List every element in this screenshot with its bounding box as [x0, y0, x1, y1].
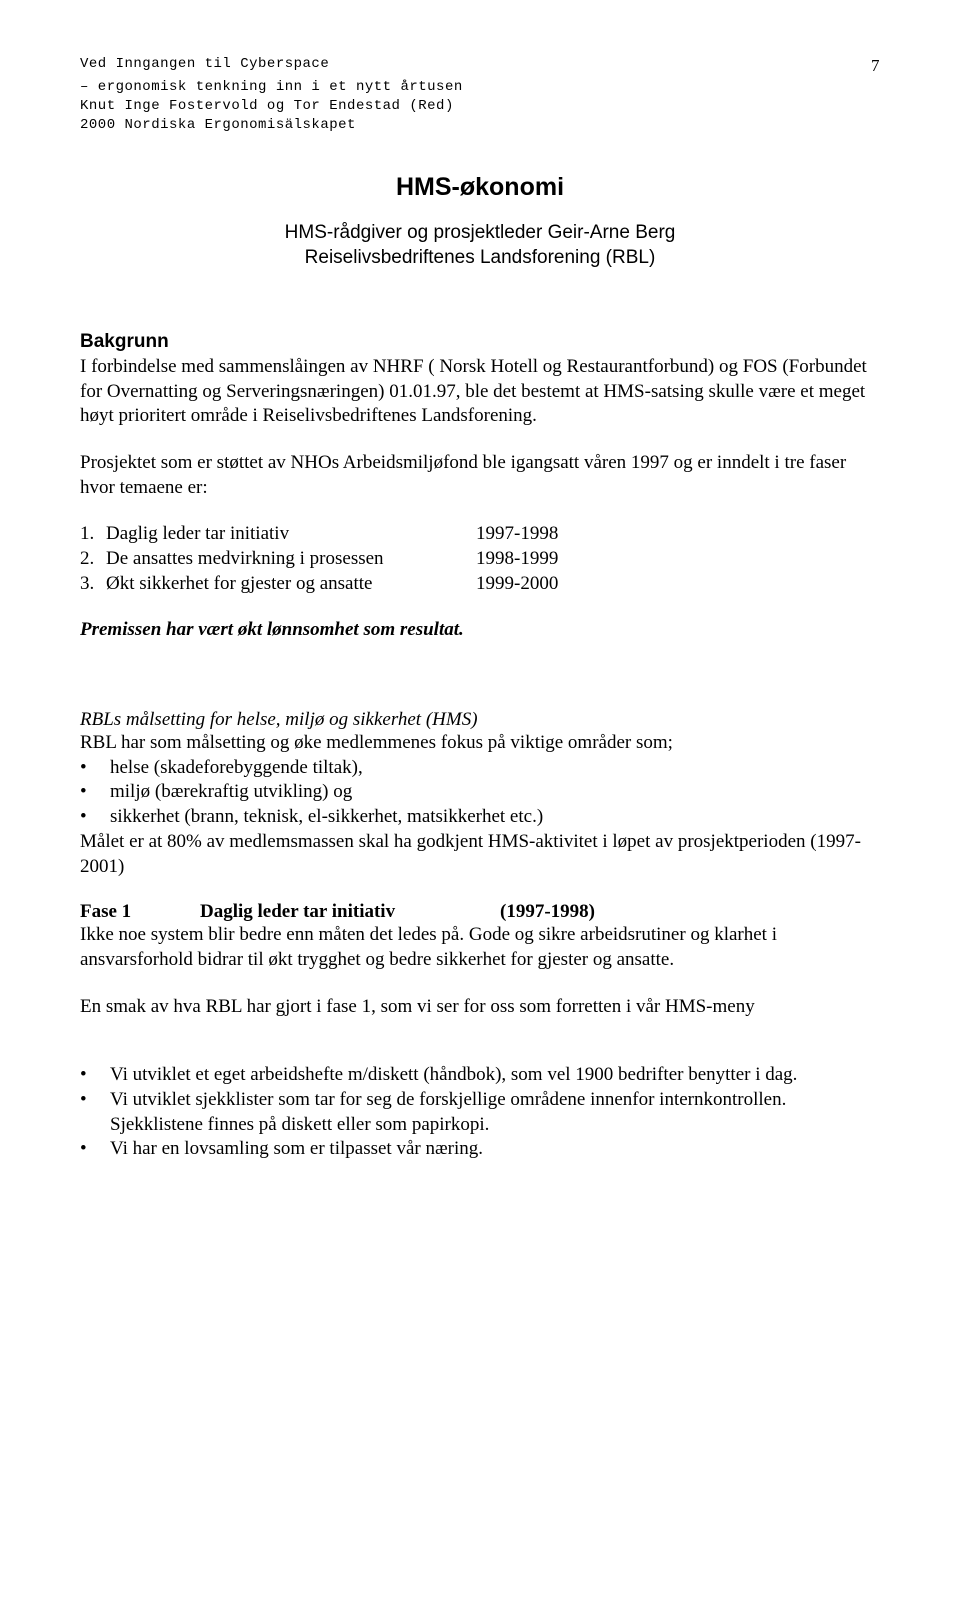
phase1-paragraph-2: En smak av hva RBL har gjort i fase 1, s…: [80, 995, 880, 1020]
phase-label: Økt sikkerhet for gjester og ansatte: [106, 572, 476, 597]
header-line-2: – ergonomisk tenkning inn i et nytt årtu…: [80, 78, 880, 97]
background-paragraph-2: Prosjektet som er støttet av NHOs Arbeid…: [80, 451, 880, 500]
running-header: Ved Inngangen til Cyberspace 7 – ergonom…: [80, 55, 880, 135]
list-item-text: Sjekklistene finnes på diskett eller som…: [110, 1113, 489, 1138]
page-number: 7: [871, 55, 880, 78]
header-line-1: Ved Inngangen til Cyberspace: [80, 55, 329, 78]
bullet-icon: [80, 1113, 110, 1138]
subtitle-line-2: Reiselivsbedriftenes Landsforening (RBL): [305, 247, 656, 268]
rbl-goal-heading: RBLs målsetting for helse, miljø og sikk…: [80, 709, 880, 731]
phase-list: 1. Daglig leder tar initiativ 1997-1998 …: [80, 522, 880, 596]
phase-label: De ansattes medvirkning i prosessen: [106, 547, 476, 572]
subtitle-line-1: HMS-rådgiver og prosjektleder Geir-Arne …: [285, 222, 676, 243]
list-item-text: sikkerhet (brann, teknisk, el-sikkerhet,…: [110, 805, 543, 830]
list-item: •helse (skadeforebyggende tiltak),: [80, 756, 880, 781]
section-heading-background: Bakgrunn: [80, 331, 880, 353]
document-page: Ved Inngangen til Cyberspace 7 – ergonom…: [0, 0, 960, 1217]
phase1-col3: (1997-1998): [500, 901, 595, 923]
phase1-paragraph-1: Ikke noe system blir bedre enn måten det…: [80, 923, 880, 972]
phase-row: 3. Økt sikkerhet for gjester og ansatte …: [80, 572, 880, 597]
list-item-text: Vi utviklet et eget arbeidshefte m/diske…: [110, 1063, 797, 1088]
phase-row: 2. De ansattes medvirkning i prosessen 1…: [80, 547, 880, 572]
phase1-col2: Daglig leder tar initiativ: [200, 901, 500, 923]
phase1-heading-row: Fase 1 Daglig leder tar initiativ (1997-…: [80, 901, 880, 923]
phase1-col1: Fase 1: [80, 901, 200, 923]
phase-years: 1997-1998: [476, 522, 558, 547]
list-item: •Vi utviklet sjekklister som tar for seg…: [80, 1088, 880, 1113]
document-subtitle: HMS-rådgiver og prosjektleder Geir-Arne …: [80, 220, 880, 271]
list-item: •Vi har en lovsamling som er tilpasset v…: [80, 1137, 880, 1162]
list-item: •Vi utviklet et eget arbeidshefte m/disk…: [80, 1063, 880, 1088]
phase-label: Daglig leder tar initiativ: [106, 522, 476, 547]
document-title: HMS-økonomi: [80, 173, 880, 202]
bullet-icon: •: [80, 1088, 110, 1113]
list-item-text: miljø (bærekraftig utvikling) og: [110, 780, 352, 805]
phase-number: 1.: [80, 522, 106, 547]
premise-line: Premissen har vært økt lønnsomhet som re…: [80, 618, 880, 643]
phase-years: 1998-1999: [476, 547, 558, 572]
phase-number: 2.: [80, 547, 106, 572]
background-paragraph-1: I forbindelse med sammenslåingen av NHRF…: [80, 355, 880, 429]
rbl-goal-bullets: •helse (skadeforebyggende tiltak), •milj…: [80, 756, 880, 830]
bullet-icon: •: [80, 1137, 110, 1162]
phase-row: 1. Daglig leder tar initiativ 1997-1998: [80, 522, 880, 547]
phase-years: 1999-2000: [476, 572, 558, 597]
phase-number: 3.: [80, 572, 106, 597]
list-item-text: helse (skadeforebyggende tiltak),: [110, 756, 363, 781]
phase1-bullets: •Vi utviklet et eget arbeidshefte m/disk…: [80, 1063, 880, 1162]
header-line-3: Knut Inge Fostervold og Tor Endestad (Re…: [80, 97, 880, 116]
bullet-icon: •: [80, 756, 110, 781]
list-item-text: Vi utviklet sjekklister som tar for seg …: [110, 1088, 786, 1113]
bullet-icon: •: [80, 780, 110, 805]
bullet-icon: •: [80, 1063, 110, 1088]
list-item: •sikkerhet (brann, teknisk, el-sikkerhet…: [80, 805, 880, 830]
rbl-goal-intro: RBL har som målsetting og øke medlemmene…: [80, 731, 880, 756]
rbl-goal-paragraph: Målet er at 80% av medlemsmassen skal ha…: [80, 830, 880, 879]
bullet-icon: •: [80, 805, 110, 830]
header-line-4: 2000 Nordiska Ergonomisälskapet: [80, 116, 880, 135]
list-item: Sjekklistene finnes på diskett eller som…: [80, 1113, 880, 1138]
list-item-text: Vi har en lovsamling som er tilpasset vå…: [110, 1137, 483, 1162]
list-item: •miljø (bærekraftig utvikling) og: [80, 780, 880, 805]
